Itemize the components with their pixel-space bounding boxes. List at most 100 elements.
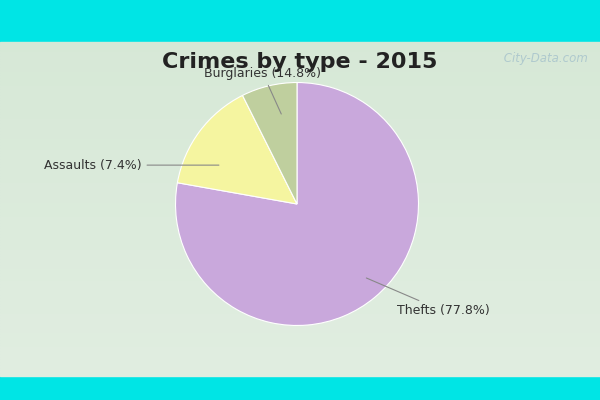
Text: Crimes by type - 2015: Crimes by type - 2015 [163,52,437,72]
Bar [0,50,600,53]
Bar [0,48,600,50]
Bar [0,187,600,190]
Bar [0,56,600,59]
Bar [0,131,600,134]
Bar [0,178,600,181]
Bar [0,201,600,204]
Bar [0,332,600,334]
Bar [0,292,600,295]
Wedge shape [176,82,418,326]
Bar [0,223,600,226]
Bar [0,195,600,198]
Bar [0,109,600,112]
Bar [0,128,600,131]
Bar [0,214,600,217]
Bar [0,204,600,206]
Bar [0,173,600,176]
Bar [0,262,600,265]
Bar [0,78,600,81]
Bar [0,362,600,365]
Bar [0,42,600,45]
Bar [0,265,600,268]
Bar [0,315,600,318]
Bar [0,206,600,209]
Wedge shape [178,96,297,204]
Bar [0,156,600,159]
Bar [0,318,600,320]
Bar [0,345,600,348]
Bar [0,273,600,276]
Bar [0,95,600,98]
Bar [0,212,600,214]
Bar [0,198,600,201]
Bar [0,268,600,270]
Bar [0,81,600,84]
Bar [0,301,600,304]
Bar [0,237,600,240]
Text: City-Data.com: City-Data.com [500,52,588,65]
Bar [0,351,600,354]
Bar [0,112,600,114]
Bar [0,281,600,284]
Bar [0,126,600,128]
Bar [0,92,600,95]
Wedge shape [242,82,297,204]
Bar [0,337,600,340]
Bar [0,320,600,323]
Bar [0,354,600,356]
Bar [0,100,600,103]
Bar [0,89,600,92]
Bar [0,45,600,48]
Bar [0,120,600,123]
Bar [0,342,600,345]
Bar [0,340,600,342]
Bar [0,226,600,228]
Bar [0,162,600,164]
Text: Burglaries (14.8%): Burglaries (14.8%) [205,67,322,114]
Bar [0,142,600,145]
Bar [0,245,600,248]
Bar [0,251,600,254]
Bar [0,150,600,153]
Bar [0,276,600,278]
Bar [0,254,600,256]
Bar [0,76,600,78]
Bar [0,192,600,195]
Bar [0,231,600,234]
Bar [0,181,600,184]
Bar [0,184,600,187]
Bar [0,304,600,306]
Bar [0,326,600,329]
Bar [0,312,600,315]
Bar [0,170,600,173]
Bar [0,373,600,376]
Bar [0,334,600,337]
Bar [0,62,600,64]
Bar [0,284,600,287]
Bar [0,256,600,259]
Bar [0,159,600,162]
Bar [0,217,600,220]
Bar [0,295,600,298]
Bar [0,234,600,237]
Bar [0,298,600,301]
Bar [0,240,600,242]
Bar [0,148,600,150]
Bar [0,84,600,86]
Bar [0,209,600,212]
Bar [0,123,600,126]
Text: Assaults (7.4%): Assaults (7.4%) [44,159,219,172]
Bar [0,356,600,359]
Bar [0,153,600,156]
Bar [0,167,600,170]
Bar [0,370,600,373]
Bar [0,67,600,70]
Bar [0,368,600,370]
Bar [0,106,600,109]
Bar [0,359,600,362]
Bar [0,53,600,56]
Bar [0,259,600,262]
Bar [0,228,600,231]
Bar [0,348,600,351]
Bar [0,278,600,281]
